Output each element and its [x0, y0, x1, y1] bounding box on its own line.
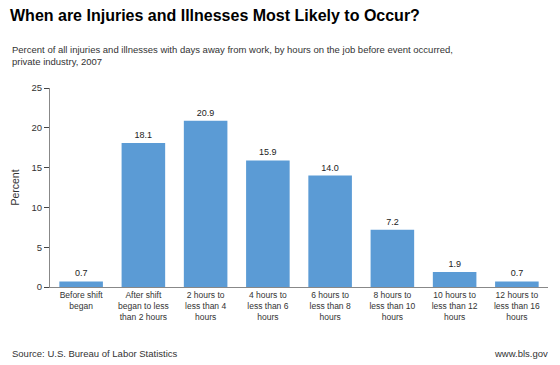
svg-text:After shiftbegan to lessthan 2: After shiftbegan to lessthan 2 hours	[118, 290, 169, 322]
svg-text:10: 10	[32, 202, 43, 213]
svg-text:0.7: 0.7	[75, 268, 88, 278]
svg-text:25: 25	[32, 82, 43, 93]
svg-text:www.bls.gov: www.bls.gov	[494, 348, 548, 359]
svg-text:14.0: 14.0	[321, 163, 339, 173]
svg-text:Percent: Percent	[9, 169, 21, 205]
svg-text:5: 5	[37, 242, 42, 253]
svg-text:Percent of all injuries and il: Percent of all injuries and illnesses wi…	[12, 44, 453, 67]
svg-text:0.7: 0.7	[511, 268, 524, 278]
svg-text:8 hours toless than 10hours: 8 hours toless than 10hours	[369, 290, 415, 322]
svg-text:20.9: 20.9	[197, 108, 215, 118]
svg-text:6 hours toless than 8hours: 6 hours toless than 8hours	[310, 290, 351, 322]
svg-text:18.1: 18.1	[135, 130, 153, 140]
svg-text:20: 20	[32, 122, 43, 133]
svg-text:12 hours toless than 16hours: 12 hours toless than 16hours	[494, 290, 540, 322]
svg-text:1.9: 1.9	[448, 259, 461, 269]
svg-text:15.9: 15.9	[259, 147, 277, 157]
svg-text:Before shiftbegan: Before shiftbegan	[60, 290, 104, 311]
svg-text:Source: U.S. Bureau of Labor S: Source: U.S. Bureau of Labor Statistics	[12, 348, 178, 359]
svg-text:15: 15	[32, 162, 43, 173]
svg-text:10 hours toless than 12hours: 10 hours toless than 12hours	[432, 290, 478, 322]
svg-text:2 hours toless than 4hours: 2 hours toless than 4hours	[185, 290, 226, 322]
svg-text:7.2: 7.2	[386, 217, 399, 227]
svg-text:4 hours toless than 6hours: 4 hours toless than 6hours	[247, 290, 288, 322]
svg-text:0: 0	[37, 281, 42, 292]
svg-text:When are Injuries and Illnesse: When are Injuries and Illnesses Most Lik…	[10, 7, 420, 24]
